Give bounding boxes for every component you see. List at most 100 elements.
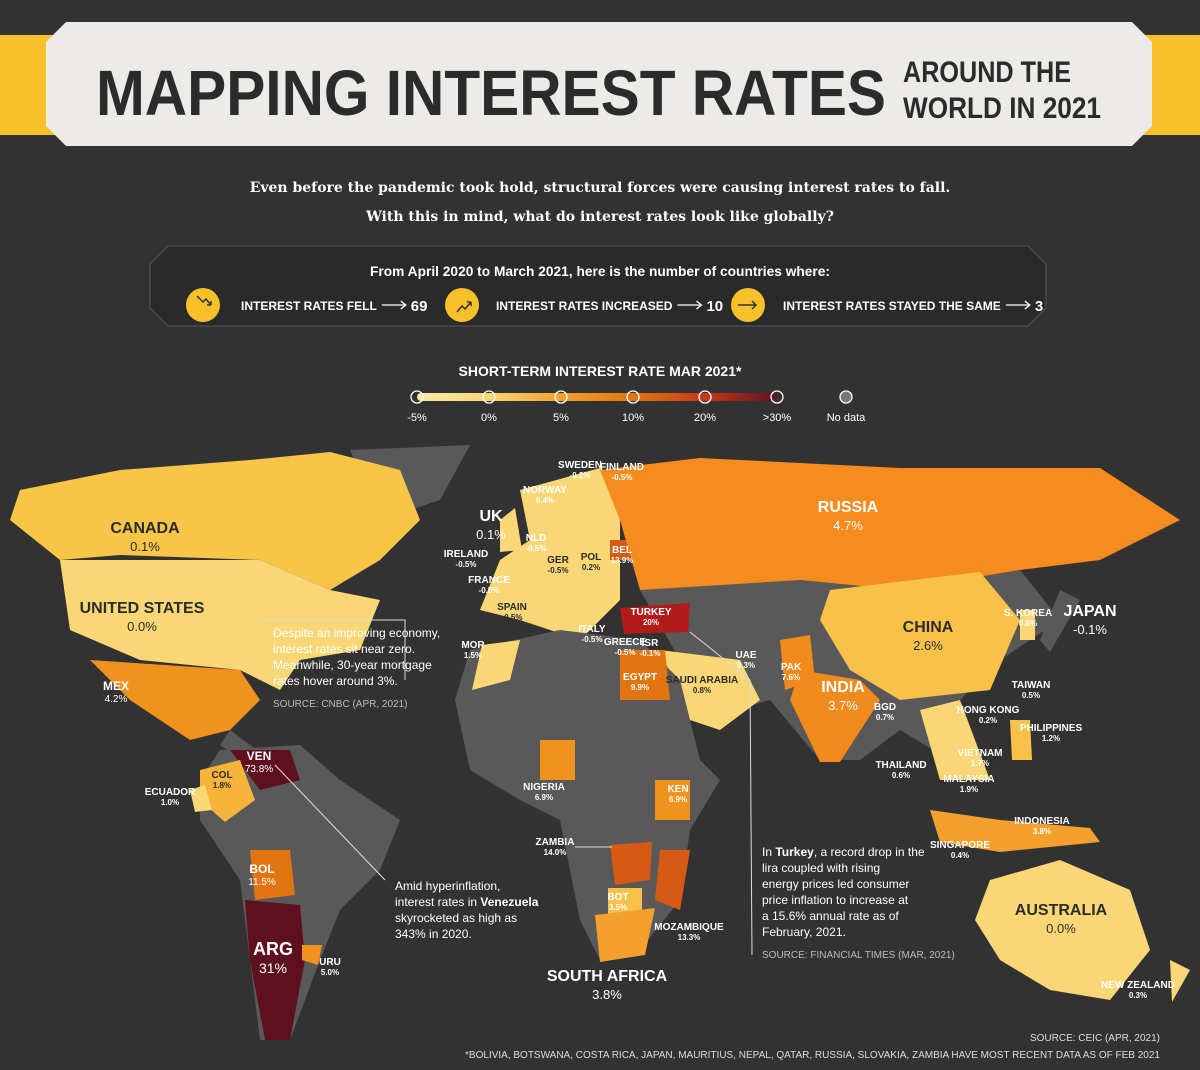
country-name: UNITED STATES [80,600,205,617]
annotation-line: 343% in 2020. [395,927,472,941]
land [230,750,300,790]
country-name: IRELAND [444,549,488,560]
subtitle: AROUND THE [903,56,1071,89]
annotation-line: lira coupled with rising [762,861,880,875]
annotation-text: Amid hyperinflation, [395,879,500,893]
country-rate: 0.0% [1046,921,1076,936]
summary-label: INTEREST RATES FELL [241,299,377,313]
annotation-text: 343% in 2020. [395,927,472,941]
country-name: MALAYSIA [943,774,994,785]
country-name: BEL [612,545,632,556]
annotation-line: Meanwhile, 30-year mortgage [273,658,432,672]
land [200,745,400,1040]
annotation-line: February, 2021. [762,925,846,939]
country-rate: 0.4% [951,851,969,860]
country-rate: 0.8% [693,686,711,695]
intro: Even before the pandemic took hold, stru… [250,180,951,196]
land [1040,590,1080,652]
annotation-line: interest rates in Venezuela [395,895,539,909]
annotation-text: Turkey [775,845,814,859]
country-rate: 0.8% [1019,619,1037,628]
country-rate: -0.5% [526,544,547,553]
summary-heading: From April 2020 to March 2021, here is t… [370,263,830,279]
land [200,760,255,822]
country-name: KEN [667,784,688,795]
country-name: SAUDI ARABIA [666,675,738,686]
country-name: ZAMBIA [536,837,575,848]
country-rate: 0.3% [737,661,755,670]
annotation-line: Amid hyperinflation, [395,879,500,893]
summary-label: INTEREST RATES STAYED THE SAME [783,299,1001,313]
country-rate: -0.5% [582,635,603,644]
country-name: SINGAPORE [930,840,990,851]
country-name: NIGERIA [523,782,565,793]
land [455,630,720,960]
country-rate: -0.5% [612,473,633,482]
footer-note: *BOLIVIA, BOTSWANA, COSTA RICA, JAPAN, M… [465,1050,1160,1061]
summary-arrow [1005,300,1031,310]
country-rate: 0.6% [892,771,910,780]
summary-count: 10 [706,298,723,315]
summary-icon-arrow [196,295,212,306]
land [600,458,1180,610]
country-name: UK [479,508,503,525]
title: MAPPING INTEREST RATES [96,57,886,129]
country-rate: -0.5% [548,566,569,575]
legend-stop [626,390,640,404]
country-name: SOUTH AFRICA [547,968,668,985]
land [472,640,520,690]
annotation-text: Despite an improving economy, [273,626,440,640]
country-name: GREECE [604,637,647,648]
country-name: CHINA [903,619,954,636]
country-rate: -0.2% [570,471,591,480]
country-name: SPAIN [497,602,527,613]
country-rate: 6.9% [535,793,553,802]
country-rate: 1.9% [960,785,978,794]
legend-label: 10% [622,412,644,424]
country-rate: 0.4% [536,496,554,505]
country-rate: 2.6% [913,638,943,653]
land [1010,720,1032,760]
land [302,945,322,965]
land [660,650,760,730]
summary-arrow [381,300,407,310]
land [10,452,420,590]
country-name: S. KOREA [1004,608,1052,619]
annotation-text: skyrocketed as high as [395,911,517,925]
summary-label: INTEREST RATES INCREASED [496,299,673,313]
country-name: TAIWAN [1012,680,1051,691]
land [790,670,880,762]
country-name: FRANCE [468,575,510,586]
annotation-line: a 15.6% annual rate as of [762,909,899,923]
country-name: FINLAND [600,462,644,473]
country-name: GER [547,555,569,566]
country-name: ITALY [578,624,606,635]
land [920,700,990,780]
land [655,850,690,910]
country-rate: -0.5% [479,586,500,595]
country-rate: 0.5% [1022,691,1040,700]
land [90,660,260,740]
country-name: NORWAY [523,485,567,496]
country-rate: -0.1% [640,649,661,658]
country-name: HONG KONG [957,705,1020,716]
legend-label: -5% [407,412,427,424]
intro: With this in mind, what do interest rate… [365,209,834,225]
country-rate: 0.3% [1129,991,1147,1000]
land [595,908,655,962]
annotation-text: Meanwhile, 30-year mortgage [273,658,432,672]
country-name: VIETNAM [958,748,1003,759]
land [250,850,295,900]
land [620,650,670,700]
country-rate: 0.1% [130,539,160,554]
country-rate: -0.5% [502,613,523,622]
leader-line [689,631,753,956]
legend-label: 0% [481,412,497,424]
land [610,540,630,560]
land [1170,960,1190,1002]
land [540,740,575,780]
country-rate: -0.5% [456,560,477,569]
country-rate: 14.0% [544,848,567,857]
annotation-line: skyrocketed as high as [395,911,517,925]
